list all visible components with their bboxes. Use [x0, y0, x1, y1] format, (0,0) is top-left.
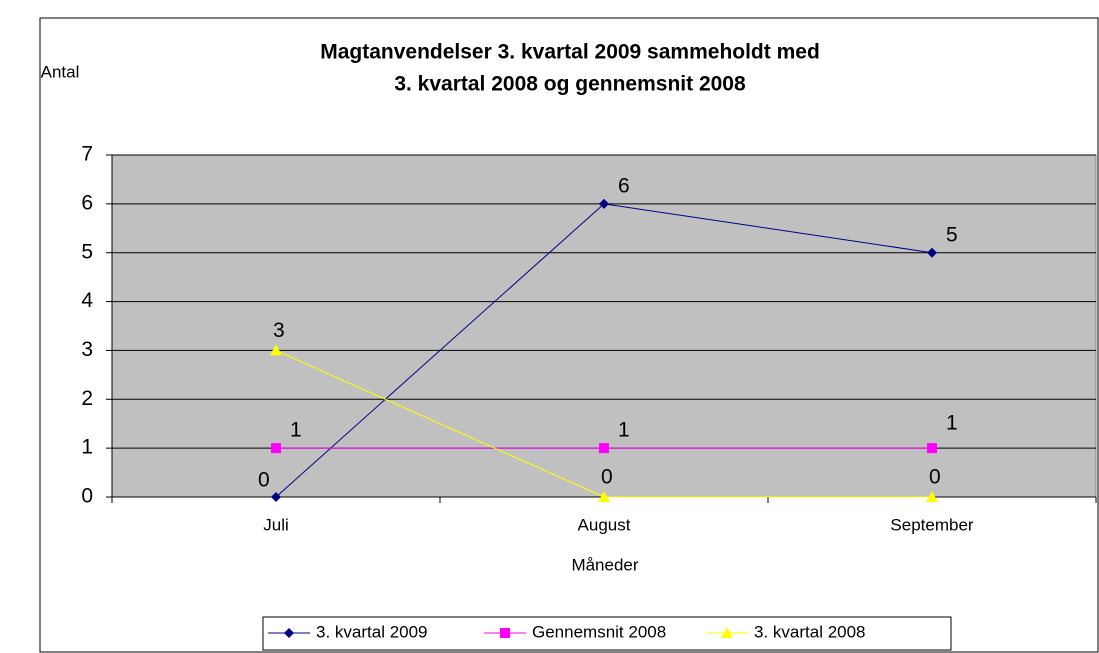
y-tick-label: 7 — [81, 143, 93, 166]
y-tick-label: 2 — [81, 387, 93, 410]
y-tick-label: 4 — [81, 289, 93, 312]
marker — [927, 443, 937, 454]
y-tick-label: 0 — [81, 485, 93, 508]
data-label: 1 — [290, 419, 302, 442]
marker — [270, 344, 282, 356]
chart-title: 3. kvartal 2008 og gennemsnit 2008 — [394, 73, 746, 96]
data-label: 3 — [273, 319, 285, 342]
y-axis-label: Antal — [41, 62, 80, 81]
y-tick-label: 3 — [81, 338, 93, 361]
data-label: 0 — [258, 469, 270, 492]
y-tick-label: 6 — [81, 191, 93, 214]
marker — [927, 247, 937, 258]
y-tick-label: 5 — [81, 240, 93, 263]
data-label: 0 — [929, 466, 941, 489]
marker — [599, 443, 609, 454]
data-label: 5 — [946, 223, 958, 246]
plot-area — [111, 154, 1097, 498]
data-label: 0 — [601, 466, 613, 489]
x-tick-label: September — [890, 515, 973, 534]
x-tick-label: Juli — [263, 515, 289, 534]
marker — [271, 492, 281, 502]
legend-marker — [500, 628, 510, 638]
marker — [599, 198, 609, 209]
legend-marker — [721, 627, 733, 638]
legend — [262, 616, 952, 651]
data-label: 1 — [618, 419, 630, 442]
legend-marker — [284, 628, 294, 638]
data-label: 1 — [946, 412, 958, 435]
legend-label: Gennemsnit 2008 — [532, 622, 666, 641]
y-tick-label: 1 — [81, 436, 93, 459]
data-label: 6 — [618, 174, 630, 197]
x-axis-label: Måneder — [571, 555, 638, 574]
x-tick-label: August — [578, 515, 631, 534]
marker — [598, 491, 610, 502]
marker — [926, 491, 938, 502]
chart-title: Magtanvendelser 3. kvartal 2009 sammehol… — [320, 41, 820, 64]
legend-label: 3. kvartal 2008 — [754, 622, 866, 641]
marker — [271, 443, 281, 454]
legend-label: 3. kvartal 2009 — [316, 622, 428, 641]
